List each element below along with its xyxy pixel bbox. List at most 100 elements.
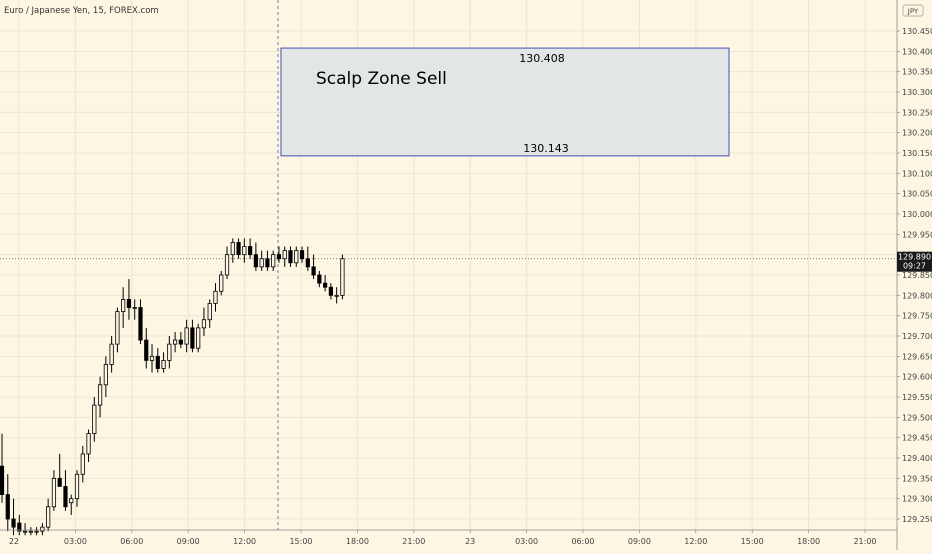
candle-body-up <box>242 246 247 256</box>
price-tick-label: 130.350 <box>902 68 932 77</box>
candle-body-up <box>196 327 201 349</box>
scalp-zone[interactable]: Scalp Zone Sell 130.408 130.143 <box>280 47 730 157</box>
price-tick-label: 129.450 <box>902 434 932 443</box>
candle-body-up <box>103 364 108 386</box>
candle-body-up <box>219 274 224 292</box>
price-tick-label: 129.350 <box>902 474 932 483</box>
time-tick-label: 21:00 <box>402 537 425 546</box>
time-tick-label: 09:00 <box>628 537 651 546</box>
candle-body-up <box>28 530 33 533</box>
candle-body-up <box>161 359 166 369</box>
candle-body-down <box>0 465 5 495</box>
candle-body-down <box>11 518 16 528</box>
candle-body-down <box>178 339 183 345</box>
candle-body-down <box>317 274 322 284</box>
price-tick-label: 129.600 <box>902 373 932 382</box>
price-tick-label: 129.650 <box>902 352 932 361</box>
bar-countdown: 09:27 <box>903 262 926 271</box>
candle-body-down <box>311 266 316 276</box>
scalp-zone-upper-price: 130.408 <box>519 52 565 65</box>
price-tick-label: 129.950 <box>902 230 932 239</box>
time-tick-label: 03:00 <box>64 537 87 546</box>
candle-body-down <box>288 250 293 264</box>
candle-body-down <box>253 254 258 268</box>
candle-body-up <box>334 294 339 297</box>
candle-body-up <box>340 258 345 296</box>
candle-body-down <box>299 250 305 260</box>
currency-badge-box <box>902 4 924 17</box>
candles <box>0 238 345 536</box>
scalp-zone-rectangle[interactable] <box>280 47 730 157</box>
candle-body-up <box>121 298 126 312</box>
price-tick-label: 129.400 <box>902 454 932 463</box>
candle-body-up <box>74 473 80 500</box>
candle-body-down <box>305 258 310 268</box>
time-axis[interactable]: 22 03:00 06:00 09:00 12:00 15:00 18:00 21:00 23 0… <box>0 529 897 546</box>
candle-body-up <box>282 250 287 260</box>
candle-body-up <box>46 506 51 528</box>
grid <box>0 0 897 530</box>
time-tick-label: 06:00 <box>120 537 143 546</box>
candle-body-up <box>86 433 91 455</box>
candle-body-down <box>155 355 160 369</box>
time-tick-label: 22 <box>9 537 19 546</box>
candle-body-up <box>80 453 85 475</box>
candle-body-down <box>236 242 241 256</box>
candle-body-up <box>40 526 45 532</box>
price-tick-label: 130.050 <box>902 190 932 199</box>
price-axis[interactable]: 130.450 130.400 130.350 130.300 130.250 130.2… <box>896 0 932 550</box>
candle-body-up <box>34 530 39 533</box>
time-tick-label: 15:00 <box>741 537 764 546</box>
candle-body-up <box>149 355 155 361</box>
price-tick-label: 130.400 <box>902 47 932 56</box>
price-tick-label: 129.500 <box>902 413 932 422</box>
time-tick-label: 06:00 <box>571 537 594 546</box>
candle-body-up <box>69 498 74 504</box>
candle-body-down <box>190 327 195 349</box>
price-tick-label: 130.450 <box>902 27 932 36</box>
candle-body-up <box>92 404 97 434</box>
price-tick-label: 130.000 <box>902 210 932 219</box>
time-tick-label: 12:00 <box>233 537 256 546</box>
price-tick-label: 129.800 <box>902 291 932 300</box>
symbol-title: Euro / Japanese Yen, 15, FOREX.com <box>4 6 159 16</box>
candle-body-down <box>5 494 10 520</box>
price-tick-label: 129.750 <box>902 312 932 321</box>
candle-body-up <box>213 290 218 304</box>
time-tick-label: 18:00 <box>797 537 820 546</box>
candle-body-up <box>201 319 207 329</box>
candle-body-up <box>132 307 137 309</box>
scalp-zone-lower-price: 130.143 <box>523 142 569 155</box>
candle-body-up <box>109 343 114 365</box>
candle-body-up <box>207 303 212 321</box>
price-tick-label: 129.250 <box>902 515 932 524</box>
last-price-value: 129.890 <box>898 253 931 262</box>
candle-body-up <box>172 339 178 345</box>
price-tick-label: 129.300 <box>902 495 932 504</box>
time-tick-label: 12:00 <box>684 537 707 546</box>
price-tick-label: 130.300 <box>902 88 932 97</box>
candle-body-up <box>51 477 57 508</box>
time-tick-label: 03:00 <box>515 537 538 546</box>
candle-body-down <box>144 339 149 361</box>
candle-body-up <box>259 258 264 268</box>
price-tick-label: 130.150 <box>902 149 932 158</box>
last-price-tag-box <box>897 251 932 272</box>
candle-body-down <box>323 282 328 288</box>
candle-body-up <box>294 250 299 264</box>
candle-body-down <box>126 298 132 308</box>
time-tick-label: 09:00 <box>177 537 200 546</box>
candle-body-up <box>184 327 189 345</box>
candle-body-down <box>328 286 333 296</box>
price-tick-label: 129.850 <box>902 271 932 280</box>
price-tick-label: 129.550 <box>902 393 932 402</box>
candle-body-down <box>248 246 253 256</box>
currency-badge-label: JPY <box>907 8 919 16</box>
currency-badge[interactable]: JPY <box>902 4 924 17</box>
candle-body-up <box>224 254 230 276</box>
candle-body-up <box>167 343 172 361</box>
last-price-tag: 129.890 09:27 <box>897 251 932 272</box>
candle-body-up <box>230 242 235 256</box>
